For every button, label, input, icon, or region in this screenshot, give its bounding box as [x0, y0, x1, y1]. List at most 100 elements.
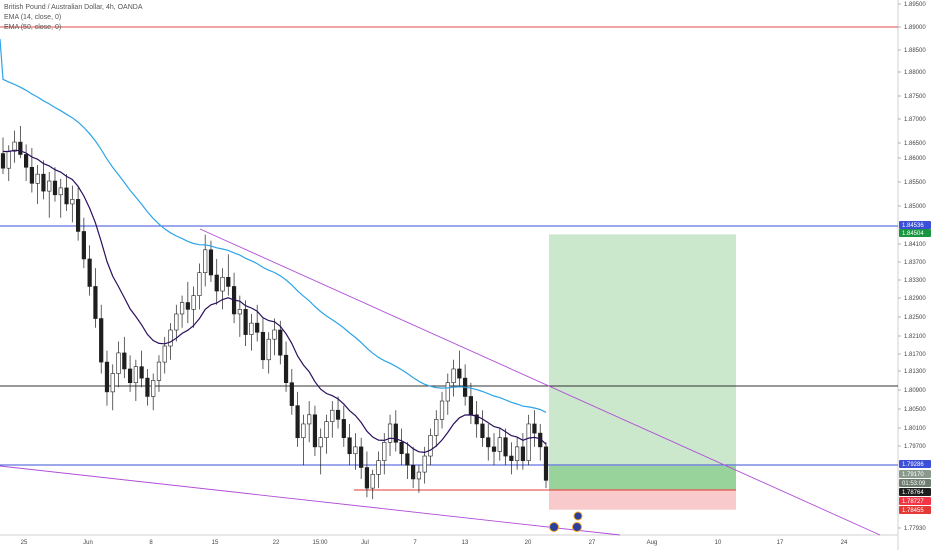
time-tick-label: 17 — [777, 540, 784, 546]
candle-up — [6, 150, 11, 169]
candle-up — [353, 446, 358, 455]
price-tag-label: 1.78764 — [902, 490, 924, 496]
support-trend-line — [0, 465, 621, 536]
time-tick-label: 10 — [715, 540, 722, 546]
candle-down — [335, 409, 341, 420]
price-tag-label: 1.78455 — [902, 508, 924, 514]
candle-up — [174, 313, 179, 331]
candle-down — [503, 437, 508, 457]
price-tag-label: 1.84536 — [902, 223, 924, 229]
candle-up — [237, 309, 242, 315]
candle-down — [341, 419, 346, 439]
candle-down — [243, 309, 248, 335]
candle-up — [203, 249, 208, 274]
candle-down — [393, 423, 398, 443]
price-tag: 1.84504 — [899, 229, 931, 237]
symbol-title: British Pound / Australian Dollar, 4h, O… — [4, 4, 143, 11]
candle-up — [428, 435, 433, 457]
time-tick-label: 15:00 — [312, 540, 328, 546]
event-markers[interactable] — [549, 511, 583, 532]
candle-up — [220, 276, 225, 292]
candle-down — [255, 322, 260, 333]
candle-up — [162, 345, 167, 363]
time-tick-label: 15 — [212, 540, 219, 546]
candle-up — [439, 400, 445, 420]
candle-down — [480, 423, 485, 439]
candle-up — [526, 423, 531, 461]
candle-up — [301, 423, 306, 439]
candle-down — [18, 141, 23, 155]
time-tick-label: 7 — [413, 540, 417, 546]
candle-up — [330, 409, 335, 422]
price-tag: 1.78455 — [899, 506, 931, 514]
price-tick-label: 1.82900 — [904, 296, 926, 302]
price-tag-bg — [899, 229, 931, 237]
economic-event-icon — [549, 522, 559, 532]
price-tick-label: 1.86000 — [904, 156, 926, 162]
price-tick-label: 1.80500 — [904, 407, 926, 413]
price-tick-label: 1.79700 — [904, 444, 926, 450]
price-tick-label: 1.85000 — [904, 204, 926, 210]
candle-down — [99, 318, 104, 363]
candle-up — [324, 421, 329, 439]
price-tick-label: 1.87500 — [904, 94, 926, 100]
candle-up — [116, 352, 121, 374]
candle-down — [75, 199, 81, 232]
candle-down — [312, 414, 318, 448]
price-tag: 1.79170 — [899, 470, 931, 478]
time-tick-label: Jul — [361, 540, 369, 546]
candle-up — [451, 368, 456, 384]
price-tag-label: 1.79170 — [902, 472, 924, 478]
candle-down — [41, 173, 46, 192]
candle-down — [520, 446, 525, 461]
candle-down — [139, 366, 144, 379]
candle-up — [179, 302, 185, 315]
price-tag: 1.78727 — [899, 497, 931, 505]
price-tick-label: 1.81300 — [904, 369, 926, 375]
time-tick-label: 22 — [273, 540, 280, 546]
candle-up — [307, 414, 312, 425]
chart-axes: 1.89500 1.89000 1.88500 1.88000 1.87500 1.870… — [21, 2, 931, 546]
price-tick-label: 1.82500 — [904, 315, 926, 321]
ema14-legend: EMA (14, close, 0) — [4, 14, 62, 21]
candle-up — [249, 322, 254, 335]
candle-down — [491, 446, 497, 452]
candle-down — [104, 361, 110, 393]
candle-up — [266, 338, 271, 361]
ema-lines — [0, 38, 547, 454]
price-tag-bg — [899, 221, 931, 229]
candle-up — [445, 382, 450, 402]
candle-up — [515, 446, 520, 461]
candle-up — [168, 329, 173, 347]
price-tick-label: 1.80900 — [904, 388, 926, 394]
long-position-tool[interactable] — [354, 234, 736, 510]
candle-up — [110, 373, 115, 393]
ema50-line — [0, 38, 547, 413]
candle-up — [376, 460, 381, 475]
candle-down — [29, 166, 34, 184]
price-tag: 1.78764 — [899, 488, 931, 496]
price-tick-label: 1.85500 — [904, 180, 926, 186]
candle-down — [532, 423, 537, 434]
time-tick-label: 13 — [462, 540, 469, 546]
candle-down — [364, 467, 370, 489]
candle-up — [382, 441, 387, 461]
price-tick-label: 1.89000 — [904, 25, 926, 31]
candle-down — [208, 249, 214, 276]
profit-zone — [549, 234, 736, 489]
price-tag-label: 01:53:09 — [902, 481, 926, 487]
candle-down — [87, 258, 92, 287]
candle-up — [58, 187, 63, 196]
time-tick-label: 24 — [841, 540, 848, 546]
time-tick-label: Jun — [83, 540, 93, 546]
candle-down — [127, 368, 133, 384]
time-tick-label: 8 — [149, 540, 153, 546]
price-tick-label: 1.83700 — [904, 260, 926, 266]
trend-lines[interactable] — [0, 228, 881, 536]
candle-up — [191, 295, 196, 310]
price-tag-bg — [899, 506, 931, 514]
loss-zone — [549, 488, 736, 510]
current-profit-zone — [549, 466, 736, 490]
resistance-trend-line — [199, 228, 881, 536]
